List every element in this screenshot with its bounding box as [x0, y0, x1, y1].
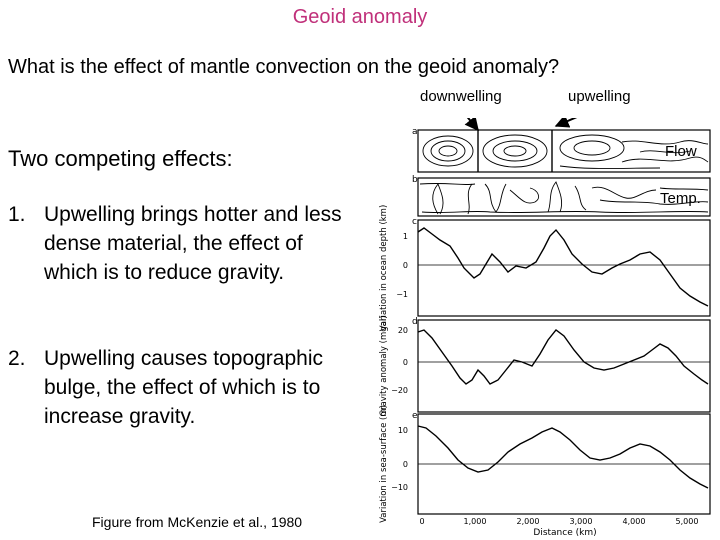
flow-label: Flow [665, 143, 697, 160]
x-tick-label: 0 [419, 517, 424, 526]
ocean-depth-curve [417, 227, 709, 307]
x-tick-label: 2,000 [517, 517, 540, 526]
ocean-depth-axis-label: Variation in ocean depth (km) [379, 205, 389, 332]
panel-letter-e: e [412, 411, 418, 421]
tick-label: −1 [396, 290, 408, 299]
sea-surface-axis-label: Variation in sea-surface (m) [379, 405, 389, 523]
list-item-2: 2. Upwelling causes topographic bulge, t… [8, 344, 358, 431]
x-tick-label: 1,000 [464, 517, 487, 526]
sea-surface-curve [417, 425, 709, 489]
x-axis-ticks: 0 1,000 2,000 3,000 4,000 5,000 [419, 517, 698, 526]
list-item-text: Upwelling causes topographic bulge, the … [44, 347, 323, 428]
list-item-number: 2. [8, 347, 26, 370]
x-tick-label: 5,000 [676, 517, 699, 526]
tick-label: −10 [391, 483, 408, 492]
upwelling-arrow [554, 118, 578, 128]
mckenzie-figure: a b c Variation in ocean depth (km) 1 [379, 118, 711, 538]
downwelling-arrow [464, 118, 479, 132]
tick-label: 1 [403, 232, 408, 241]
upwelling-label: upwelling [568, 88, 631, 105]
x-axis-label: Distance (km) [533, 528, 596, 538]
slide-title: Geoid anomaly [292, 6, 428, 28]
tick-label: 0 [403, 460, 408, 469]
flow-panel-frame [417, 129, 711, 173]
temperature-panel-frame [417, 177, 711, 217]
tick-label: 10 [398, 426, 408, 435]
panel-letter-b: b [412, 175, 418, 185]
list-item-text: Upwelling brings hotter and less dense m… [44, 203, 342, 284]
question-text: What is the effect of mantle convection … [8, 56, 560, 78]
figure-caption: Figure from McKenzie et al., 1980 [92, 514, 303, 530]
ocean-depth-panel-frame [417, 219, 711, 317]
tick-label: 0 [403, 261, 408, 270]
gravity-panel-frame [417, 319, 711, 413]
temp-label: Temp. [660, 190, 701, 207]
gravity-curve [417, 329, 709, 385]
panel-letter-d: d [412, 317, 418, 327]
list-item-number: 1. [8, 203, 26, 226]
temperature-plumes [419, 181, 709, 215]
x-tick-label: 4,000 [623, 517, 646, 526]
tick-label: 0 [403, 358, 408, 367]
flow-streamlines [422, 134, 709, 169]
panel-letter-a: a [412, 127, 418, 137]
downwelling-label: downwelling [420, 88, 502, 105]
x-tick-label: 3,000 [570, 517, 593, 526]
list-item-1: 1. Upwelling brings hotter and less dens… [8, 200, 358, 287]
panel-letter-c: c [412, 217, 417, 227]
gravity-axis-label: Gravity anomaly (mgal) [379, 315, 389, 416]
tick-label: −20 [391, 386, 408, 395]
tick-label: 20 [398, 326, 408, 335]
competing-effects-heading: Two competing effects: [8, 146, 233, 171]
